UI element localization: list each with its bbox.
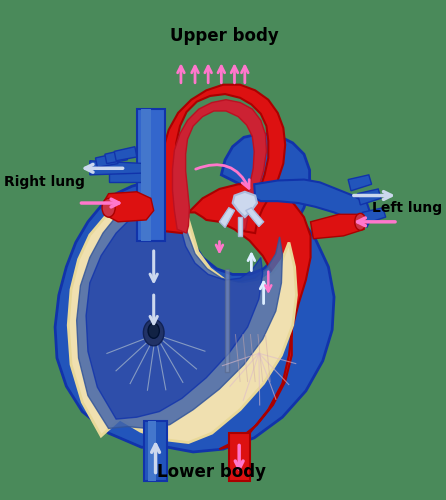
Ellipse shape xyxy=(143,320,164,346)
Polygon shape xyxy=(238,217,242,236)
Polygon shape xyxy=(229,433,249,481)
Polygon shape xyxy=(348,175,372,191)
Ellipse shape xyxy=(102,198,115,217)
Polygon shape xyxy=(310,214,364,238)
Ellipse shape xyxy=(355,214,366,230)
Polygon shape xyxy=(105,150,128,164)
Text: Upper body: Upper body xyxy=(170,27,278,45)
Polygon shape xyxy=(225,269,229,372)
Polygon shape xyxy=(141,109,151,240)
Polygon shape xyxy=(148,421,156,481)
Polygon shape xyxy=(86,203,263,419)
Polygon shape xyxy=(55,134,334,452)
Polygon shape xyxy=(145,421,167,481)
Polygon shape xyxy=(219,208,235,228)
Text: Lower body: Lower body xyxy=(157,462,266,480)
Polygon shape xyxy=(173,100,266,233)
Polygon shape xyxy=(362,208,386,224)
Polygon shape xyxy=(103,192,154,222)
Ellipse shape xyxy=(148,324,159,338)
Polygon shape xyxy=(254,180,372,226)
Polygon shape xyxy=(358,189,381,205)
Polygon shape xyxy=(109,168,146,182)
Polygon shape xyxy=(95,154,118,168)
Text: Right lung: Right lung xyxy=(4,176,85,190)
Polygon shape xyxy=(246,208,264,227)
Polygon shape xyxy=(90,161,146,175)
Polygon shape xyxy=(137,109,165,240)
Polygon shape xyxy=(189,184,310,449)
Text: Left lung: Left lung xyxy=(372,200,442,214)
Polygon shape xyxy=(114,146,137,161)
Polygon shape xyxy=(233,192,257,217)
Polygon shape xyxy=(77,194,282,428)
Polygon shape xyxy=(161,84,285,233)
Polygon shape xyxy=(68,189,297,442)
